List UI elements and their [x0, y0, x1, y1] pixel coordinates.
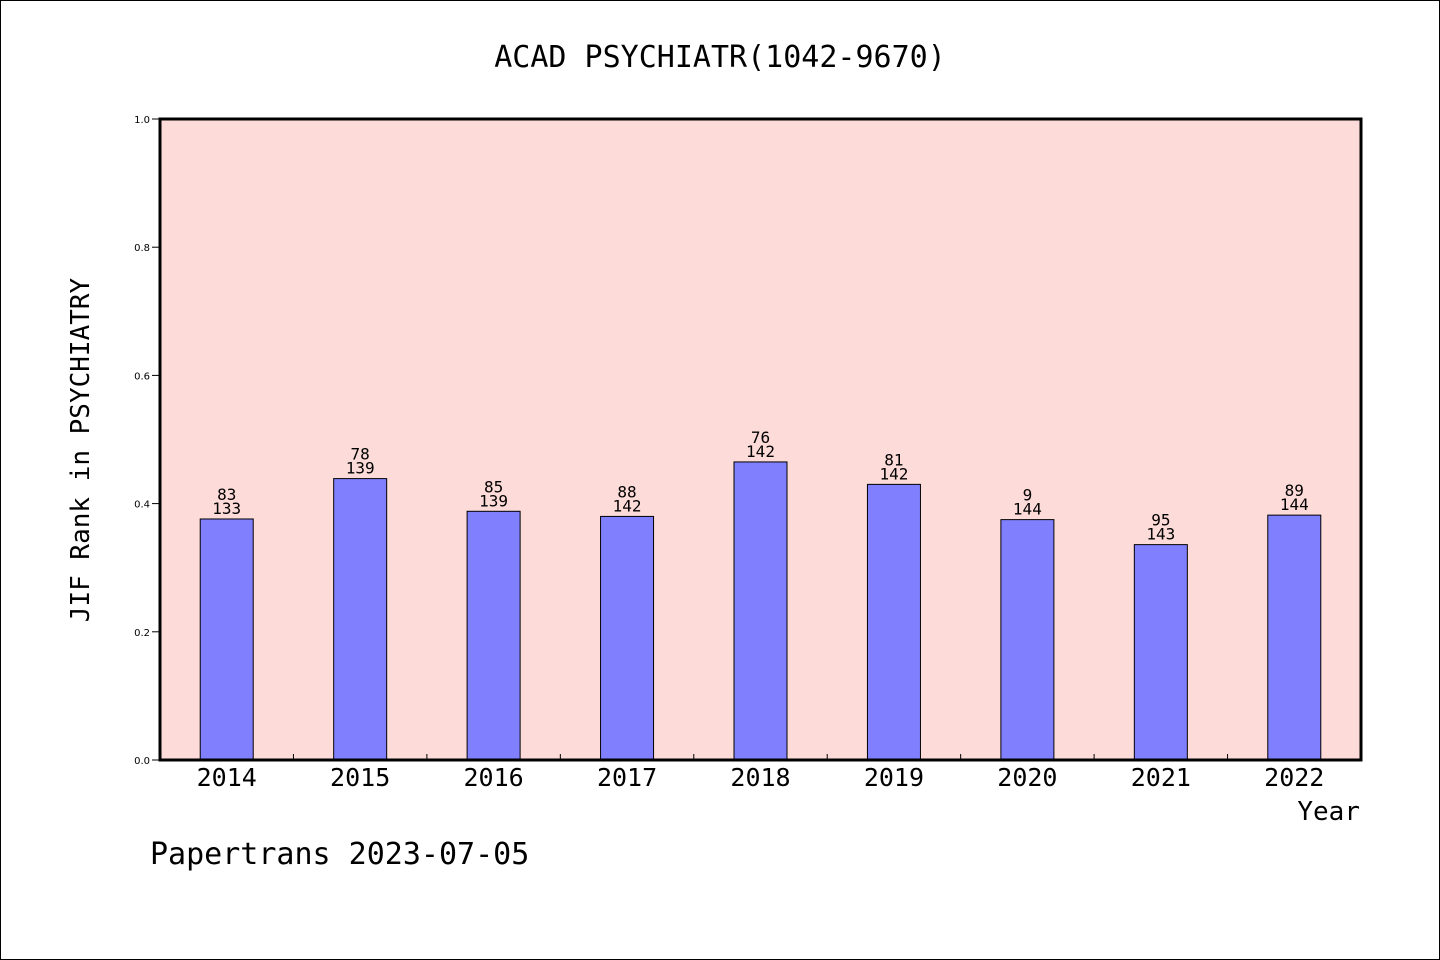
bar-label-rank: 95 [1151, 511, 1170, 530]
bar-2014 [199, 518, 254, 761]
bar-label-total: 144 [1013, 500, 1042, 519]
bar-label-total: 142 [613, 496, 642, 515]
bar-label-rank: 78 [351, 445, 370, 464]
x-tick-label: 2018 [730, 763, 790, 792]
bar-2017 [600, 515, 655, 761]
bar-2019 [866, 483, 921, 761]
y-tick-label: 0.4 [134, 500, 150, 511]
plot-border [158, 117, 1363, 762]
y-tick-label: 0.6 [134, 371, 150, 382]
bar-label-total: 133 [212, 499, 241, 518]
x-tick-label: 2020 [997, 763, 1057, 792]
bar-label-rank: 88 [617, 482, 636, 501]
x-tick-label: 2016 [464, 763, 524, 792]
bar-label-total: 142 [879, 464, 908, 483]
bar-label-total: 139 [346, 459, 375, 478]
x-tick-label: 2015 [330, 763, 390, 792]
y-tick-label: 1.0 [134, 115, 150, 126]
y-tick-label: 0.8 [134, 243, 150, 254]
footer-text: Papertrans 2023-07-05 [150, 837, 529, 872]
x-tick-label: 2017 [597, 763, 657, 792]
bar-label-rank: 81 [884, 450, 903, 469]
x-axis-label: Year [1297, 797, 1360, 827]
bar-label-total: 143 [1146, 525, 1175, 544]
y-tick-label: 0.2 [134, 628, 150, 639]
bar-2022 [1267, 514, 1322, 761]
bar-2016 [466, 510, 521, 761]
x-tick-label: 2019 [864, 763, 924, 792]
y-axis-label: JIF Rank in PSYCHIATRY [66, 277, 96, 622]
chart-title: ACAD PSYCHIATR(1042-9670) [494, 40, 946, 75]
bar-label-rank: 89 [1285, 481, 1304, 500]
bar-label-rank: 85 [484, 477, 503, 496]
bar-2020 [1000, 519, 1055, 761]
bar-label-rank: 76 [751, 428, 770, 447]
bar-label-total: 144 [1280, 495, 1309, 514]
bar-2015 [333, 478, 388, 761]
y-tick-label: 0.0 [134, 756, 150, 767]
bar-2021 [1133, 544, 1188, 761]
x-tick-label: 2014 [197, 763, 257, 792]
x-tick-label: 2021 [1131, 763, 1191, 792]
bar-2018 [733, 461, 788, 761]
bar-label-total: 142 [746, 442, 775, 461]
bar-label-total: 139 [479, 491, 508, 510]
bar-label-rank: 83 [217, 485, 236, 504]
bar-label-rank: 9 [1023, 486, 1033, 505]
x-tick-label: 2022 [1264, 763, 1324, 792]
